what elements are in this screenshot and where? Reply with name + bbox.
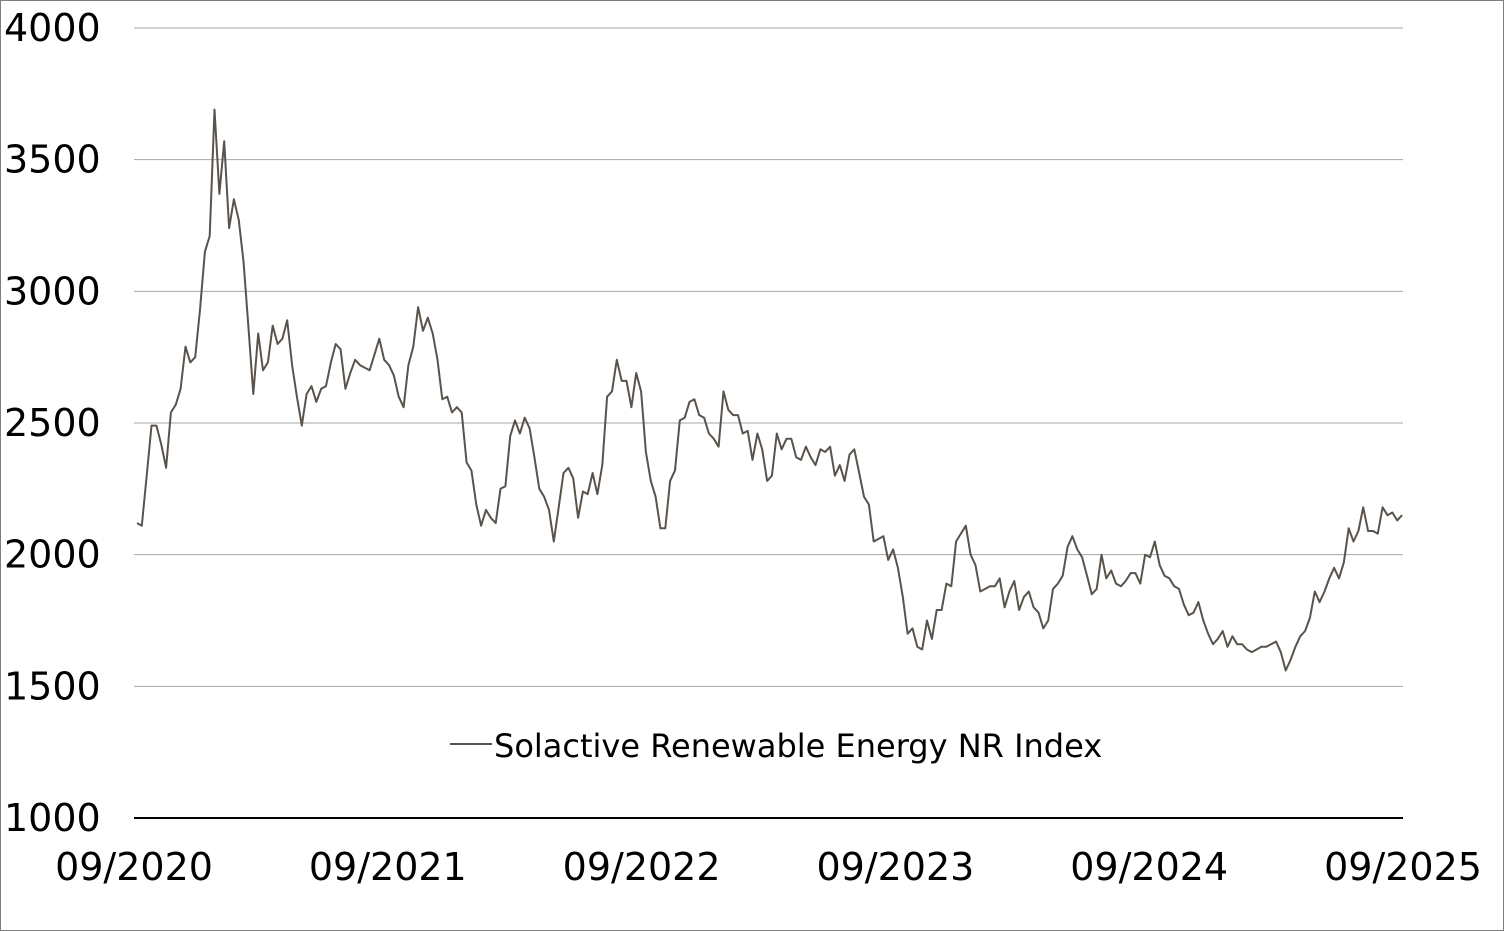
- x-tick-label: 09/2024: [1070, 845, 1228, 889]
- series-line-0: [136, 108, 1403, 672]
- y-tick-label: 1000: [4, 796, 101, 840]
- y-tick-label: 3500: [4, 138, 101, 182]
- x-tick-label: 09/2020: [55, 845, 213, 889]
- x-tick-label: 09/2022: [563, 845, 721, 889]
- x-tick-label: 09/2023: [816, 845, 974, 889]
- legend-label: Solactive Renewable Energy NR Index: [494, 727, 1102, 765]
- y-tick-label: 2000: [4, 533, 101, 577]
- y-tick-label: 1500: [4, 664, 101, 708]
- y-tick-label: 3000: [4, 269, 101, 313]
- series-lines: [136, 108, 1403, 672]
- x-tick-label: 09/2025: [1324, 845, 1482, 889]
- legend: Solactive Renewable Energy NR Index: [450, 727, 1102, 765]
- x-axis-tick-labels: 09/2020 09/2021 09/2022 09/2023 09/2024 09/20…: [55, 845, 1482, 889]
- gridlines: [134, 27, 1403, 687]
- y-tick-label: 4000: [4, 6, 101, 50]
- x-tick-label: 09/2021: [309, 845, 467, 889]
- y-tick-label: 2500: [4, 401, 101, 445]
- y-axis-tick-labels: 1000 1500 2000 2500 3000 3500 4000: [4, 6, 101, 840]
